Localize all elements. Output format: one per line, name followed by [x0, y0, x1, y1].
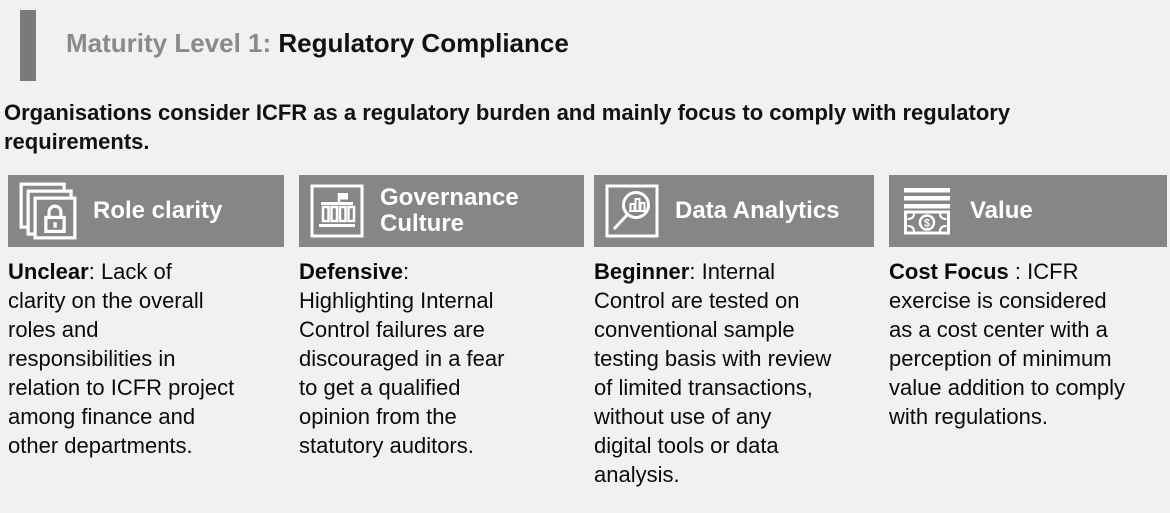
column-role-clarity: Role clarity Unclear: Lack of clarity on… [8, 175, 284, 460]
column-header: Role clarity [8, 175, 284, 247]
column-description-text: : ICFR exercise is considered as a cost … [889, 259, 1126, 429]
column-lead-word: Unclear [8, 259, 89, 284]
column-lead-word: Beginner [594, 259, 690, 284]
column-value: $ Value Cost Focus : ICFR exercise is co… [889, 175, 1167, 431]
column-governance-culture: Governance Culture Defensive: Highlighti… [299, 175, 584, 460]
maturity-level-name: Regulatory Compliance [278, 28, 569, 58]
column-data-analytics: Data Analytics Beginner: Internal Contro… [594, 175, 874, 489]
slide-subtitle: Organisations consider ICFR as a regulat… [4, 100, 1011, 154]
column-lead-word: Defensive [299, 259, 403, 284]
column-description: Beginner: Internal Control are tested on… [594, 257, 874, 489]
maturity-level-label: Maturity Level 1: [66, 28, 279, 58]
column-description-text: : Lack of clarity on the overall roles a… [8, 259, 235, 458]
column-header: Data Analytics [594, 175, 874, 247]
money-stack-icon: $ [900, 184, 954, 238]
column-header-label: Data Analytics [675, 197, 840, 224]
column-header-label: Governance Culture [380, 184, 519, 237]
column-header-label: Role clarity [93, 197, 223, 224]
column-description-text: : Highlighting Internal Control failures… [299, 259, 505, 458]
column-description: Defensive: Highlighting Internal Control… [299, 257, 584, 460]
role-clarity-icon [19, 182, 77, 240]
column-description: Cost Focus : ICFR exercise is considered… [889, 257, 1167, 431]
column-header-label: Value [970, 197, 1033, 224]
column-description-text: : Internal Control are tested on convent… [594, 259, 832, 487]
svg-text:$: $ [924, 218, 930, 230]
column-description: Unclear: Lack of clarity on the overall … [8, 257, 284, 460]
column-header: Governance Culture [299, 175, 584, 247]
page-title: Maturity Level 1: Regulatory Compliance [66, 28, 569, 59]
column-lead-word: Cost Focus [889, 259, 1009, 284]
accent-bar [20, 10, 36, 81]
data-analytics-icon [605, 184, 659, 238]
column-header: $ Value [889, 175, 1167, 247]
governance-culture-icon [310, 184, 364, 238]
